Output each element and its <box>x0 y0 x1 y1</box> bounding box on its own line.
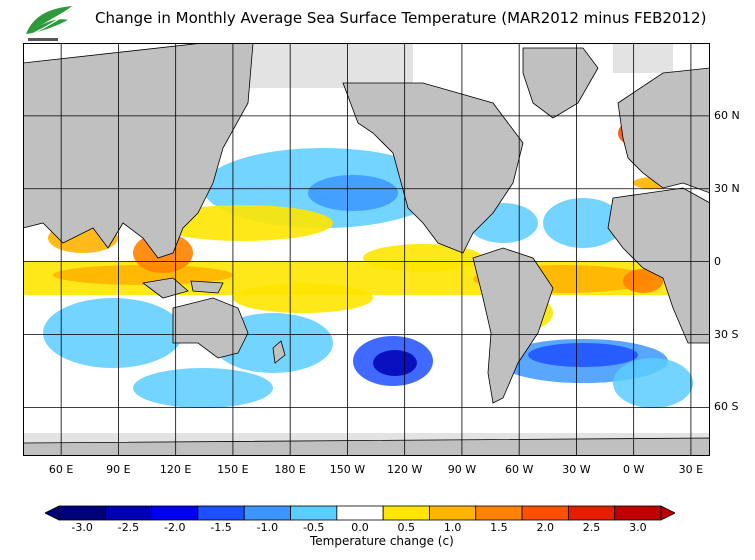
latitude-label: 0 <box>714 254 721 268</box>
legend-swatch <box>290 505 338 521</box>
latitude-label: 60 S <box>714 400 739 414</box>
antarctica-landmass <box>23 437 710 456</box>
europe-landmass <box>617 67 710 194</box>
legend-swatch <box>521 505 569 521</box>
legend-tick-label: -0.5 <box>302 521 325 534</box>
legend-tick-label: -1.5 <box>210 521 232 534</box>
south-america-landmass <box>472 247 554 404</box>
legend-swatch <box>243 505 291 521</box>
leaf-logo-icon <box>26 6 72 41</box>
longitude-label: 90 E <box>106 463 131 476</box>
legend-tick-label: 1.5 <box>490 521 508 534</box>
legend-tick-label: 2.5 <box>582 521 601 534</box>
legend-tick-label: 3.0 <box>629 521 647 534</box>
longitude-label: 60 W <box>504 463 534 476</box>
map-title: Change in Monthly Average Sea Surface Te… <box>95 9 707 27</box>
legend-swatch <box>151 505 199 521</box>
legend-swatch <box>197 505 245 521</box>
longitude-label: 30 E <box>678 463 704 476</box>
legend-min-arrow <box>45 505 60 521</box>
legend-max-arrow <box>660 505 675 521</box>
legend-tick-label: -3.0 <box>71 521 93 534</box>
legend-tick-label: 0.5 <box>397 521 416 534</box>
legend-tick-label: 0.0 <box>351 521 369 534</box>
eurasia-landmass <box>23 43 254 259</box>
indonesia-islands <box>142 277 224 299</box>
legend-tick-label: 2.0 <box>536 521 554 534</box>
legend-tick-label: -1.0 <box>256 521 279 534</box>
longitude-label: 30 W <box>562 463 591 476</box>
new-zealand-landmass <box>272 340 286 364</box>
longitude-label: 120 E <box>159 463 192 476</box>
legend-swatch <box>382 505 430 521</box>
longitude-label: 150 E <box>217 463 249 476</box>
legend-label: Temperature change (c) <box>310 534 454 548</box>
longitude-label: 0 W <box>622 463 645 476</box>
latitude-label: 60 N <box>714 108 740 122</box>
legend-swatch <box>475 505 523 521</box>
longitude-label: 90 W <box>447 463 477 476</box>
legend-tick-label: -2.0 <box>164 521 186 534</box>
color-legend-bar <box>45 505 675 521</box>
longitude-label: 180 E <box>274 463 306 476</box>
australia-landmass <box>172 297 249 359</box>
cooling-anomaly-patches <box>43 148 693 408</box>
legend-swatch <box>429 505 477 521</box>
map-graticule <box>23 43 710 456</box>
legend-tick-label: 1.0 <box>443 521 462 534</box>
north-america-landmass <box>342 82 524 254</box>
map-frame <box>23 43 710 456</box>
latitude-label: 30 S <box>714 327 739 341</box>
longitude-label: 60 E <box>48 463 74 476</box>
legend-swatch <box>104 505 153 521</box>
greenland-landmass <box>522 47 599 119</box>
sst-change-map <box>23 43 710 456</box>
legend-tick-label: -2.5 <box>117 521 140 534</box>
legend-swatch <box>567 505 616 521</box>
legend-swatch <box>614 505 662 521</box>
legend-swatch <box>336 505 384 521</box>
longitude-label: 120 W <box>386 463 423 476</box>
latitude-label: 30 N <box>714 181 740 195</box>
legend-swatch <box>58 505 106 521</box>
longitude-label: 150 W <box>329 463 366 476</box>
